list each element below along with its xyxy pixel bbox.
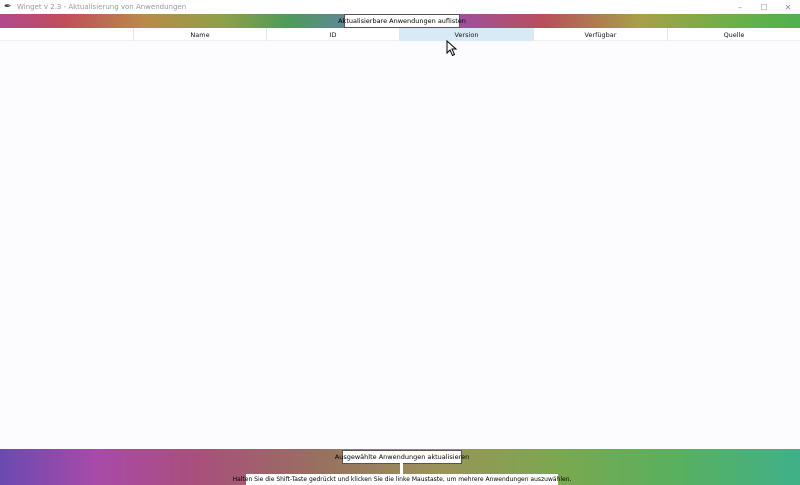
mouse-cursor-icon — [446, 40, 458, 57]
column-header-id[interactable]: ID — [267, 28, 400, 41]
column-header-source[interactable]: Quelle — [723, 30, 745, 39]
column-header-tree[interactable] — [0, 28, 134, 41]
connector-line — [400, 463, 403, 474]
update-selected-button[interactable]: Ausgewählte Anwendungen aktualisieren — [335, 450, 469, 464]
minimize-button[interactable]: – — [738, 2, 742, 12]
table-header: Name ID Version Verfügbar Quelle — [0, 28, 800, 41]
maximize-button[interactable]: ☐ — [760, 2, 768, 12]
column-header-version[interactable]: Version — [400, 28, 534, 41]
list-upgradable-button[interactable]: Aktualisierbare Anwendungen auflisten — [338, 14, 466, 28]
close-button[interactable]: ✕ — [784, 2, 792, 12]
column-header-available[interactable]: Verfügbar — [534, 28, 668, 41]
selection-hint: Halten Sie die Shift-Taste gedrückt und … — [232, 474, 572, 485]
title-bar: ✒ Winget v 2.3 - Aktualisierung von Anwe… — [0, 0, 800, 14]
window-title: Winget v 2.3 - Aktualisierung von Anwend… — [17, 3, 187, 11]
feather-icon: ✒ — [4, 2, 12, 12]
column-header-name[interactable]: Name — [134, 28, 267, 41]
